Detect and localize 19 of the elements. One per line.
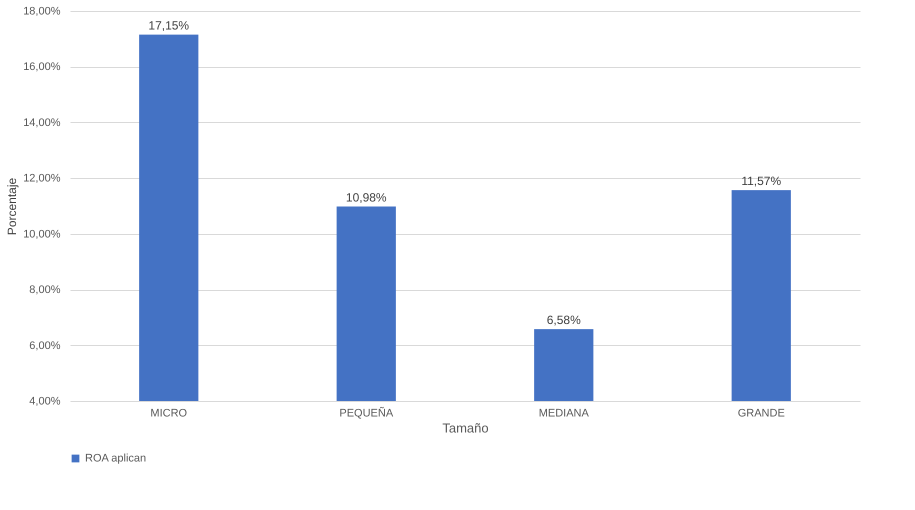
data-label: 11,57% xyxy=(741,174,782,188)
y-axis-title: Porcentaje xyxy=(5,177,20,236)
y-tick-label: 4,00% xyxy=(29,396,61,408)
y-tick-label: 6,00% xyxy=(29,340,61,352)
y-tick-label: 18,00% xyxy=(23,6,61,18)
y-tick-label: 16,00% xyxy=(23,61,61,74)
y-tick-label: 10,00% xyxy=(23,228,61,240)
y-tick-label: 8,00% xyxy=(29,284,61,296)
data-label: 6,58% xyxy=(546,313,582,328)
x-tick-label: GRANDE xyxy=(738,408,785,420)
y-tick-label: 12,00% xyxy=(23,172,61,185)
x-tick-label: MEDIANA xyxy=(538,408,590,420)
data-label: 10,98% xyxy=(346,190,387,205)
x-tick-label: MICRO xyxy=(150,408,188,420)
x-axis-title: Tamaño xyxy=(442,420,489,436)
x-tick-label: PEQUEÑA xyxy=(339,406,394,420)
data-label: 17,15% xyxy=(148,18,190,33)
y-tick-label: 14,00% xyxy=(23,116,61,129)
legend-label: ROA aplican xyxy=(85,452,146,464)
